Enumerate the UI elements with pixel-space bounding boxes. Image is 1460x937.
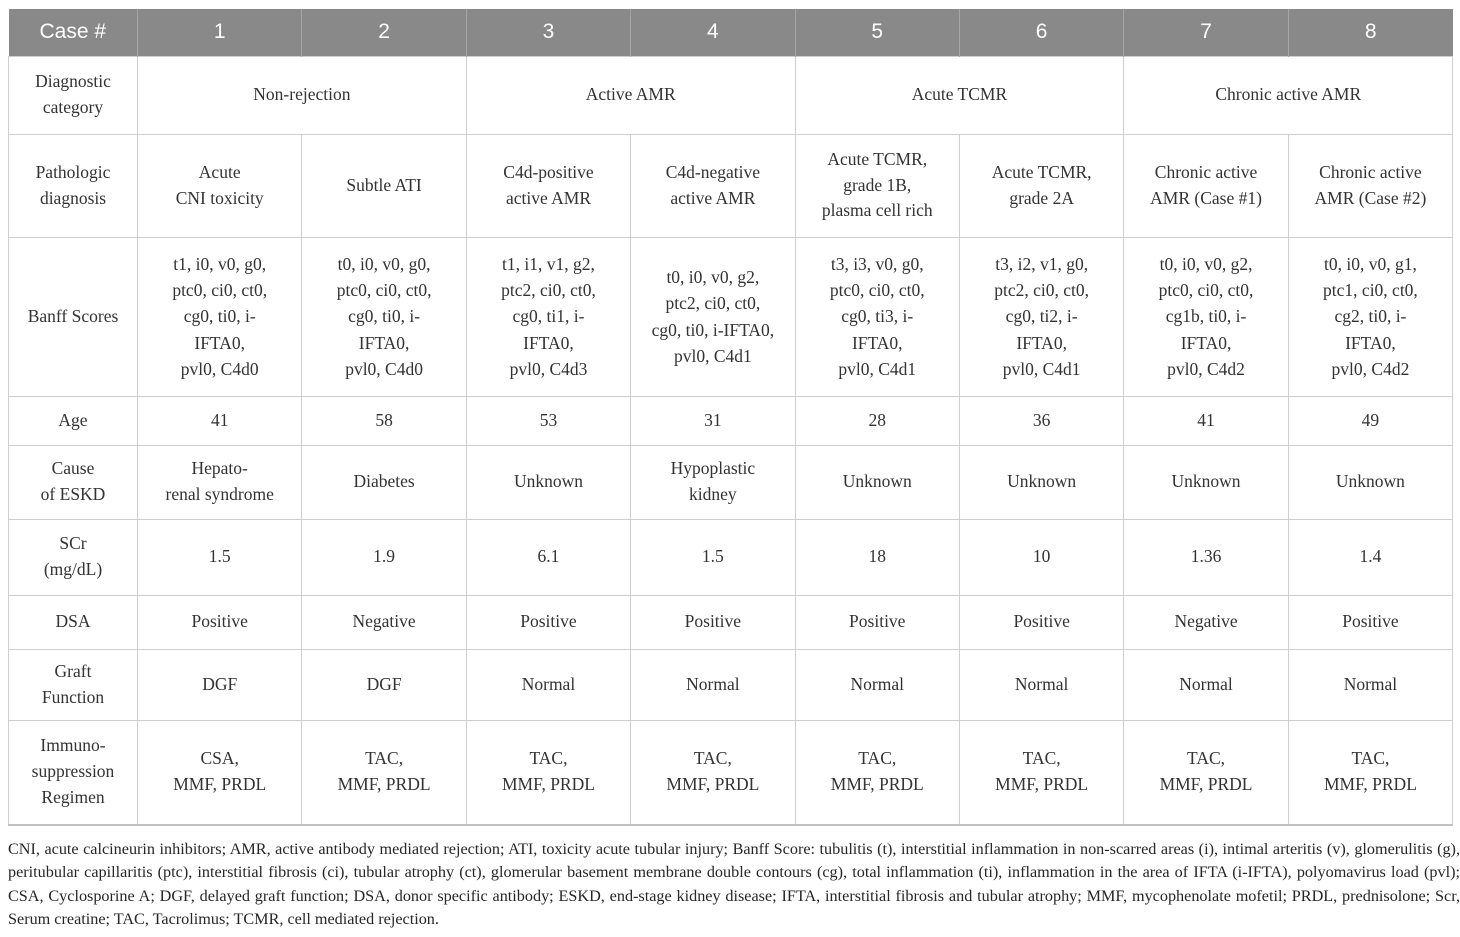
cell-immuno-4: TAC, MMF, PRDL — [630, 719, 796, 826]
cell-banff-8: t0, i0, v0, g1, ptc1, ci0, ct0, cg2, ti0… — [1287, 236, 1454, 397]
cell-age-8: 49 — [1287, 395, 1454, 446]
cell-graft-5: Normal — [794, 648, 960, 721]
row-banff-scores: Banff Scores t1, i0, v0, g0, ptc0, ci0, … — [8, 236, 1454, 397]
cell-graft-7: Normal — [1123, 648, 1289, 721]
cell-scr-3: 6.1 — [465, 518, 632, 596]
cell-diag-category-2: Active AMR — [465, 55, 796, 135]
row-cause-of-eskd: Cause of ESKD Hepato- renal syndrome Dia… — [8, 444, 1454, 520]
cell-graft-1: DGF — [136, 648, 303, 721]
cell-diag-category-1: Non-rejection — [137, 55, 467, 135]
cell-path-2: Subtle ATI — [301, 133, 467, 238]
cell-path-4: C4d-negative active AMR — [630, 133, 796, 238]
cell-dsa-5: Positive — [794, 594, 960, 650]
row-label-age: Age — [8, 395, 138, 446]
cell-banff-4: t0, i0, v0, g2, ptc2, ci0, ct0, cg0, ti0… — [630, 236, 796, 397]
cell-immuno-5: TAC, MMF, PRDL — [794, 719, 960, 826]
cell-cause-4: Hypoplastic kidney — [630, 444, 796, 520]
header-case-6: 6 — [958, 9, 1124, 56]
cell-path-5: Acute TCMR, grade 1B, plasma cell rich — [794, 133, 960, 238]
cell-dsa-8: Positive — [1287, 594, 1454, 650]
row-label-dsa: DSA — [8, 594, 138, 650]
cell-scr-5: 18 — [794, 518, 960, 596]
cell-cause-7: Unknown — [1123, 444, 1289, 520]
header-case-1: 1 — [136, 9, 302, 56]
header-case-8: 8 — [1287, 9, 1453, 56]
cell-graft-3: Normal — [465, 648, 632, 721]
header-row: Case # 1 2 3 4 5 6 7 8 — [8, 9, 1453, 56]
cell-age-5: 28 — [794, 395, 960, 446]
cell-path-3: C4d-positive active AMR — [465, 133, 632, 238]
cell-diag-category-3: Acute TCMR — [794, 55, 1125, 135]
cell-banff-2: t0, i0, v0, g0, ptc0, ci0, ct0, cg0, ti0… — [301, 236, 467, 397]
cell-scr-8: 1.4 — [1287, 518, 1454, 596]
cell-dsa-1: Positive — [136, 594, 303, 650]
cell-cause-3: Unknown — [465, 444, 632, 520]
cell-banff-1: t1, i0, v0, g0, ptc0, ci0, ct0, cg0, ti0… — [136, 236, 303, 397]
cell-path-7: Chronic active AMR (Case #1) — [1123, 133, 1289, 238]
cell-immuno-1: CSA, MMF, PRDL — [136, 719, 303, 826]
header-case-2: 2 — [301, 9, 467, 56]
cell-immuno-6: TAC, MMF, PRDL — [958, 719, 1125, 826]
row-dsa: DSA Positive Negative Positive Positive … — [8, 594, 1454, 650]
cell-age-3: 53 — [465, 395, 632, 446]
cell-graft-2: DGF — [301, 648, 467, 721]
header-case-5: 5 — [794, 9, 960, 56]
case-summary-table: Case # 1 2 3 4 5 6 7 8 Diagnostic catego… — [8, 9, 1454, 826]
cell-age-1: 41 — [136, 395, 303, 446]
cell-age-4: 31 — [630, 395, 796, 446]
row-pathologic-diagnosis: Pathologic diagnosis Acute CNI toxicity … — [8, 133, 1454, 238]
row-label-pathologic-diagnosis: Pathologic diagnosis — [8, 133, 138, 238]
cell-path-8: Chronic active AMR (Case #2) — [1287, 133, 1454, 238]
cell-immuno-3: TAC, MMF, PRDL — [465, 719, 632, 826]
cell-age-7: 41 — [1123, 395, 1289, 446]
header-case-7: 7 — [1123, 9, 1289, 56]
row-label-immunosuppression: Immuno- suppression Regimen — [8, 719, 138, 826]
row-scr: SCr (mg/dL) 1.5 1.9 6.1 1.5 18 10 1.36 1… — [8, 518, 1454, 596]
cell-cause-1: Hepato- renal syndrome — [136, 444, 303, 520]
header-case-label: Case # — [8, 9, 138, 56]
cell-banff-7: t0, i0, v0, g2, ptc0, ci0, ct0, cg1b, ti… — [1123, 236, 1289, 397]
cell-scr-7: 1.36 — [1123, 518, 1289, 596]
row-label-scr: SCr (mg/dL) — [8, 518, 138, 596]
cell-cause-2: Diabetes — [301, 444, 467, 520]
cell-banff-6: t3, i2, v1, g0, ptc2, ci0, ct0, cg0, ti2… — [958, 236, 1125, 397]
cell-graft-6: Normal — [958, 648, 1125, 721]
cell-immuno-2: TAC, MMF, PRDL — [301, 719, 467, 826]
cell-cause-6: Unknown — [958, 444, 1125, 520]
cell-graft-8: Normal — [1287, 648, 1454, 721]
header-case-3: 3 — [465, 9, 631, 56]
cell-scr-1: 1.5 — [136, 518, 303, 596]
row-label-diagnostic-category: Diagnostic category — [8, 55, 138, 135]
row-immunosuppression: Immuno- suppression Regimen CSA, MMF, PR… — [8, 719, 1454, 826]
cell-path-1: Acute CNI toxicity — [136, 133, 303, 238]
cell-scr-6: 10 — [958, 518, 1125, 596]
cell-dsa-4: Positive — [630, 594, 796, 650]
cell-dsa-6: Positive — [958, 594, 1125, 650]
cell-immuno-7: TAC, MMF, PRDL — [1123, 719, 1289, 826]
row-graft-function: Graft Function DGF DGF Normal Normal Nor… — [8, 648, 1454, 721]
header-case-4: 4 — [630, 9, 796, 56]
row-label-cause-of-eskd: Cause of ESKD — [8, 444, 138, 520]
cell-dsa-2: Negative — [301, 594, 467, 650]
cell-scr-2: 1.9 — [301, 518, 467, 596]
cell-scr-4: 1.5 — [630, 518, 796, 596]
cell-path-6: Acute TCMR, grade 2A — [958, 133, 1125, 238]
cell-age-6: 36 — [958, 395, 1125, 446]
cell-graft-4: Normal — [630, 648, 796, 721]
table-footnote: CNI, acute calcineurin inhibitors; AMR, … — [8, 840, 1460, 929]
row-diagnostic-category: Diagnostic category Non-rejection Active… — [8, 55, 1454, 135]
cell-dsa-7: Negative — [1123, 594, 1289, 650]
cell-diag-category-4: Chronic active AMR — [1123, 55, 1454, 135]
row-label-graft-function: Graft Function — [8, 648, 138, 721]
cell-immuno-8: TAC, MMF, PRDL — [1287, 719, 1454, 826]
cell-dsa-3: Positive — [465, 594, 632, 650]
row-age: Age 41 58 53 31 28 36 41 49 — [8, 395, 1454, 446]
cell-banff-5: t3, i3, v0, g0, ptc0, ci0, ct0, cg0, ti3… — [794, 236, 960, 397]
row-label-banff-scores: Banff Scores — [8, 236, 138, 397]
cell-cause-5: Unknown — [794, 444, 960, 520]
cell-cause-8: Unknown — [1287, 444, 1454, 520]
cell-banff-3: t1, i1, v1, g2, ptc2, ci0, ct0, cg0, ti1… — [465, 236, 632, 397]
cell-age-2: 58 — [301, 395, 467, 446]
